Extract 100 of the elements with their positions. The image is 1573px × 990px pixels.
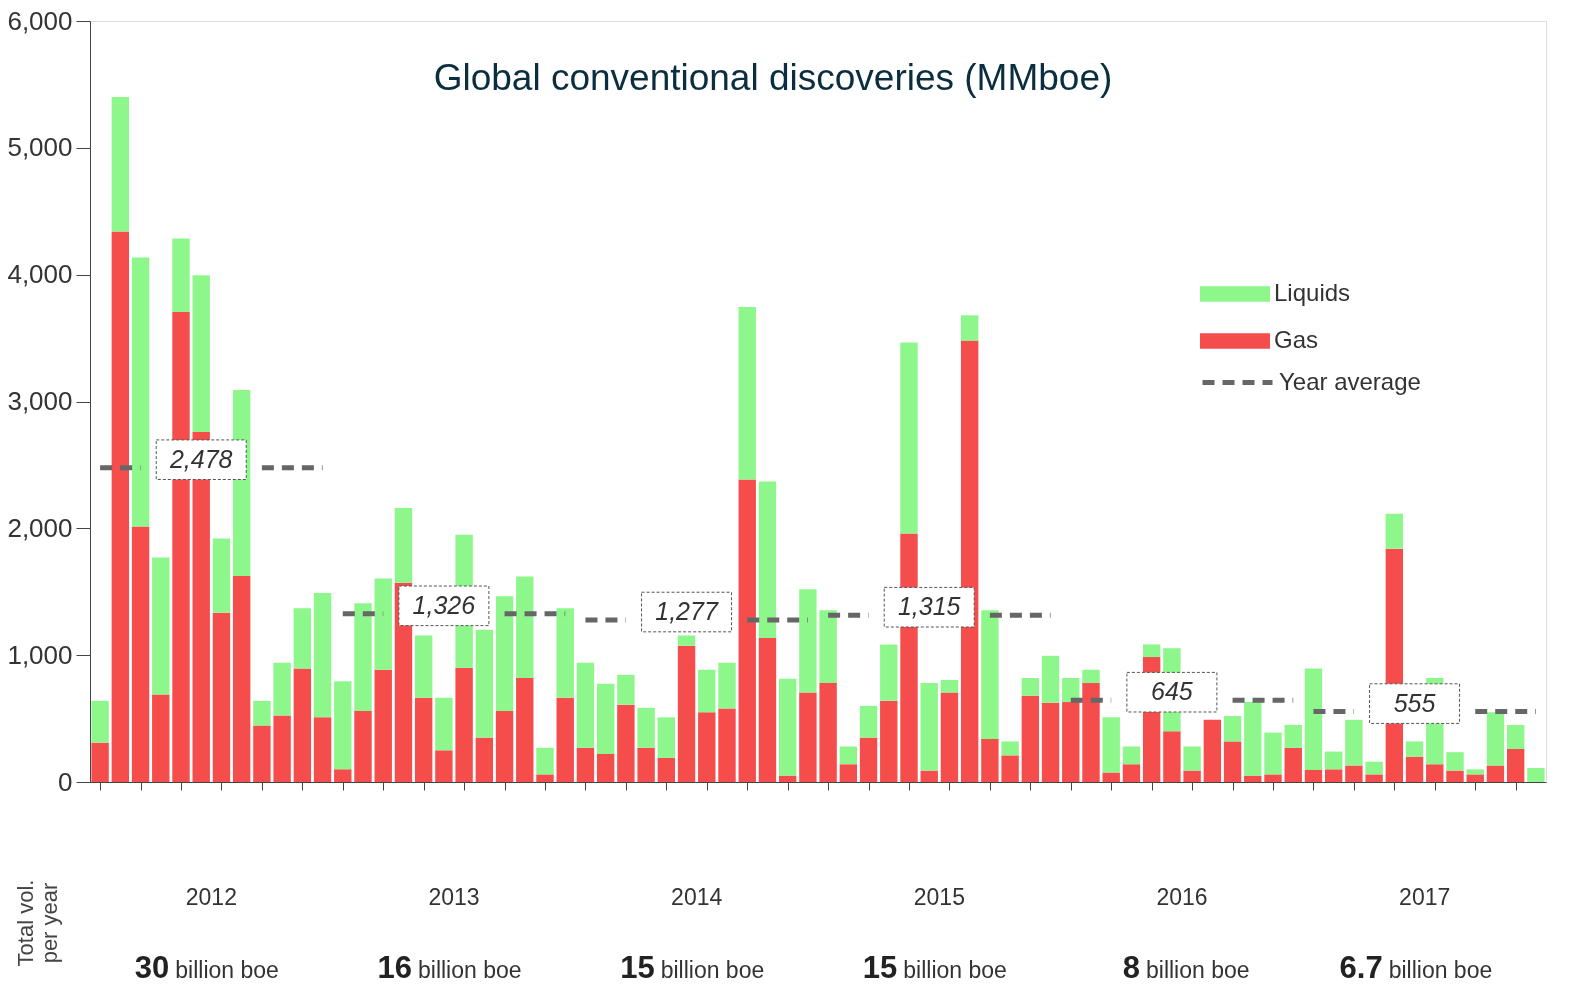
text: 15 billion boe xyxy=(620,950,765,985)
bar xyxy=(1223,741,1242,782)
bar xyxy=(435,750,453,782)
bar xyxy=(920,683,938,771)
bar xyxy=(152,557,170,695)
bar xyxy=(1345,765,1363,782)
bar xyxy=(1041,702,1060,782)
bar xyxy=(495,710,514,782)
bar xyxy=(1041,655,1060,703)
text: 2015 xyxy=(913,884,965,910)
y-tick-label: 3,000 xyxy=(7,386,73,416)
text: 6.7 billion boe xyxy=(1339,950,1493,985)
bar xyxy=(192,275,210,432)
bar xyxy=(435,697,453,751)
bar xyxy=(334,769,352,782)
bar xyxy=(293,608,312,669)
bar xyxy=(738,307,756,480)
bar xyxy=(1466,769,1484,775)
bar xyxy=(1122,746,1141,765)
bar xyxy=(819,683,837,782)
bar xyxy=(1203,719,1222,782)
bar xyxy=(1102,717,1120,773)
bar xyxy=(1244,702,1262,776)
bar xyxy=(596,683,615,755)
text: 16 billion boe xyxy=(377,950,522,985)
bar xyxy=(981,610,999,739)
bar xyxy=(1163,731,1181,782)
text: Total vol. per year xyxy=(13,879,62,967)
bar xyxy=(1001,741,1019,756)
bar xyxy=(1345,719,1363,766)
bar xyxy=(1405,741,1424,757)
bar xyxy=(1102,772,1120,782)
annotation: 1,315 xyxy=(897,592,961,621)
bar xyxy=(212,538,231,613)
bar xyxy=(253,725,271,782)
bar xyxy=(1284,724,1302,748)
text: 8 billion boe xyxy=(1122,950,1250,985)
bar xyxy=(273,662,291,716)
bar xyxy=(556,608,574,698)
bar xyxy=(152,694,170,782)
bar xyxy=(1183,746,1201,771)
text: 2016 xyxy=(1156,884,1208,910)
bar xyxy=(738,479,756,782)
bar xyxy=(1486,765,1505,782)
bar xyxy=(1506,749,1525,782)
bar xyxy=(1324,769,1343,782)
bar xyxy=(313,717,332,782)
bar xyxy=(111,97,130,232)
bar xyxy=(1001,755,1019,782)
bar xyxy=(91,700,109,743)
bar xyxy=(617,704,635,782)
bar xyxy=(1527,768,1545,782)
bar xyxy=(576,747,595,782)
bar xyxy=(374,669,392,782)
bar xyxy=(981,738,999,782)
bar xyxy=(212,612,231,782)
bar xyxy=(1365,774,1383,782)
bar xyxy=(617,674,635,705)
y-tick-label: 0 xyxy=(58,766,73,797)
bar xyxy=(900,342,918,534)
bar xyxy=(1486,712,1505,766)
bar xyxy=(1021,695,1040,782)
bar xyxy=(354,710,372,782)
bar xyxy=(1506,724,1525,750)
bar xyxy=(131,526,150,782)
annotation: 2,478 xyxy=(168,444,233,473)
bar xyxy=(799,692,817,782)
bar xyxy=(394,508,413,583)
bar xyxy=(475,737,494,782)
bar xyxy=(839,746,858,765)
text: 2014 xyxy=(671,884,723,910)
bar xyxy=(91,742,109,782)
bar xyxy=(475,629,494,738)
bar xyxy=(940,679,959,693)
bar xyxy=(1446,752,1464,771)
text: Global conventional discoveries (MMboe) xyxy=(433,57,1113,98)
bar xyxy=(637,707,655,748)
bar xyxy=(1264,774,1282,782)
bar xyxy=(1304,769,1323,782)
bar xyxy=(172,238,190,313)
legend-label: Year average xyxy=(1279,367,1421,395)
bar xyxy=(1284,747,1302,782)
annotation: 1,326 xyxy=(412,590,476,619)
bar xyxy=(1223,716,1242,742)
y-tick-label: 6,000 xyxy=(7,5,73,36)
bar xyxy=(495,596,514,711)
bar xyxy=(293,668,312,782)
bar xyxy=(414,635,433,698)
bar xyxy=(778,775,797,782)
bar xyxy=(778,678,797,776)
bar xyxy=(758,638,777,782)
bar xyxy=(799,589,817,693)
bar xyxy=(637,747,655,782)
bar xyxy=(698,712,716,782)
bar xyxy=(1021,678,1040,696)
bar xyxy=(516,576,534,678)
bar xyxy=(698,669,716,713)
bar xyxy=(536,774,554,782)
bar xyxy=(1264,732,1282,775)
bar xyxy=(414,697,433,782)
